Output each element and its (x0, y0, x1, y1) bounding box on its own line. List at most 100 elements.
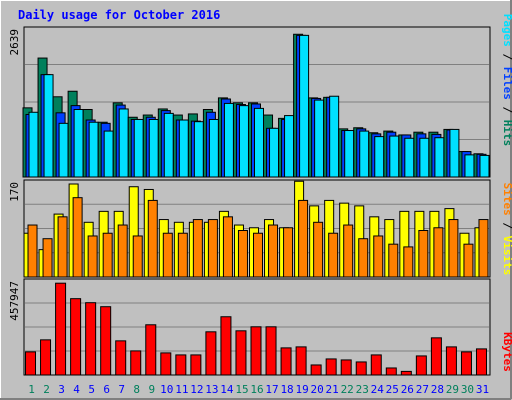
bar-sites-day-7 (117, 224, 128, 278)
bar-sites-day-16 (253, 232, 263, 278)
x-tick-label-day-10: 10 (160, 383, 173, 396)
panel-hits-files-pages: 2639 (8, 26, 491, 178)
x-axis-day-labels: 1 2 3 4 5 6 7 8 9 10 11 12 13 14 15 16 17 18 19 20 21 22 23 24 2… (28, 383, 489, 396)
bar-sites-day-22 (343, 224, 354, 278)
y-max-label: 457947 (8, 281, 21, 321)
bar-kbytes-day-5 (85, 302, 97, 376)
legend: Sites / Visits (501, 183, 512, 276)
chart-title: Daily usage for October 2016 (18, 8, 220, 22)
y-max-label: 2639 (8, 29, 21, 56)
legend-kbytes: KBytes (501, 332, 512, 372)
bar-kbytes-day-17 (265, 326, 277, 376)
bar-kbytes-day-4 (70, 298, 82, 376)
bar-kbytes-day-7 (115, 340, 127, 376)
x-tick-label-day-6: 6 (103, 383, 110, 396)
bar-pages-day-27 (419, 137, 430, 178)
bar-sites-day-26 (403, 246, 414, 278)
bar-pages-day-24 (374, 136, 385, 178)
x-tick-label-day-30: 30 (461, 383, 474, 396)
bar-sites-day-19 (298, 199, 309, 278)
bar-pages-day-10 (163, 112, 174, 178)
bar-sites-day-10 (162, 232, 173, 278)
x-tick-label-day-13: 13 (205, 383, 218, 396)
bar-pages-day-16 (254, 107, 264, 178)
bar-sites-day-28 (433, 227, 444, 278)
bar-pages-day-30 (464, 154, 475, 178)
bar-sites-day-6 (102, 232, 113, 278)
x-tick-label-day-1: 1 (28, 383, 35, 396)
bar-kbytes-day-3 (55, 282, 67, 376)
legend-files: Files (501, 67, 512, 100)
x-tick-label-day-20: 20 (311, 383, 324, 396)
bar-pages-day-11 (178, 119, 189, 178)
bar-kbytes-day-9 (145, 324, 157, 376)
bar-sites-day-21 (328, 232, 339, 278)
bar-kbytes-day-2 (40, 339, 52, 376)
bar-pages-day-17 (269, 127, 280, 178)
chart-panels: 2639 170 457947 Pages / Files / Hits Sites /… (8, 14, 512, 376)
bar-sites-day-2 (42, 238, 53, 278)
bar-pages-day-4 (73, 109, 84, 178)
bar-sites-day-3 (57, 216, 68, 278)
bar-pages-day-18 (284, 115, 295, 178)
x-tick-label-day-29: 29 (446, 383, 459, 396)
bar-kbytes-day-20 (310, 364, 322, 376)
bar-kbytes-day-24 (370, 354, 382, 376)
bar-pages-day-2 (43, 74, 54, 178)
bar-pages-day-8 (133, 118, 144, 178)
bar-sites-day-25 (388, 243, 399, 278)
bar-pages-day-6 (103, 130, 114, 178)
legend-sites: Sites (501, 183, 512, 216)
bar-sites-day-14 (222, 216, 233, 278)
bar-sites-day-11 (177, 232, 188, 278)
bar-kbytes-day-30 (460, 351, 472, 376)
bar-sites-day-5 (87, 235, 98, 278)
x-tick-label-day-12: 12 (190, 383, 203, 396)
bar-pages-day-23 (359, 130, 370, 178)
bar-pages-day-3 (58, 122, 69, 178)
x-tick-label-day-4: 4 (73, 383, 80, 396)
bar-sites-day-29 (448, 219, 459, 278)
bar-pages-day-7 (118, 108, 129, 178)
x-tick-label-day-28: 28 (431, 383, 444, 396)
x-tick-label-day-25: 25 (386, 383, 399, 396)
legend: KBytes (501, 332, 512, 372)
bar-kbytes-day-8 (130, 350, 142, 376)
x-tick-label-day-2: 2 (43, 383, 50, 396)
bar-kbytes-day-12 (190, 354, 202, 376)
bar-pages-day-1 (28, 111, 39, 178)
bar-pages-day-19 (299, 34, 310, 178)
bar-pages-day-25 (389, 135, 400, 178)
bar-sites-day-30 (463, 243, 474, 278)
bar-kbytes-day-6 (100, 306, 112, 376)
x-tick-label-day-11: 11 (175, 383, 188, 396)
bar-pages-day-31 (479, 154, 490, 178)
bar-pages-day-21 (329, 95, 340, 178)
bar-sites-day-27 (418, 230, 429, 278)
bar-pages-day-29 (449, 128, 460, 178)
bar-kbytes-day-23 (355, 361, 367, 376)
bar-kbytes-day-25 (385, 367, 397, 376)
bar-kbytes-day-16 (250, 326, 262, 376)
bar-kbytes-day-13 (205, 331, 217, 376)
bar-kbytes-day-11 (175, 354, 187, 376)
bar-kbytes-day-22 (340, 359, 352, 376)
legend-separator: / (501, 100, 512, 120)
bar-sites-day-9 (147, 199, 158, 278)
bar-pages-day-14 (223, 102, 234, 178)
legend-hits: Hits (501, 120, 512, 147)
panel-kbytes: 457947 (8, 278, 491, 376)
x-tick-label-day-21: 21 (326, 383, 339, 396)
x-tick-label-day-22: 22 (341, 383, 354, 396)
bar-kbytes-day-15 (235, 330, 247, 376)
bar-kbytes-day-19 (295, 346, 307, 376)
bar-sites-day-23 (358, 238, 369, 278)
bar-kbytes-day-18 (280, 347, 292, 376)
bar-pages-day-28 (434, 137, 445, 178)
x-tick-label-day-17: 17 (265, 383, 278, 396)
x-tick-label-day-14: 14 (220, 383, 234, 396)
bar-kbytes-day-31 (475, 348, 487, 376)
bar-sites-day-20 (313, 221, 324, 278)
